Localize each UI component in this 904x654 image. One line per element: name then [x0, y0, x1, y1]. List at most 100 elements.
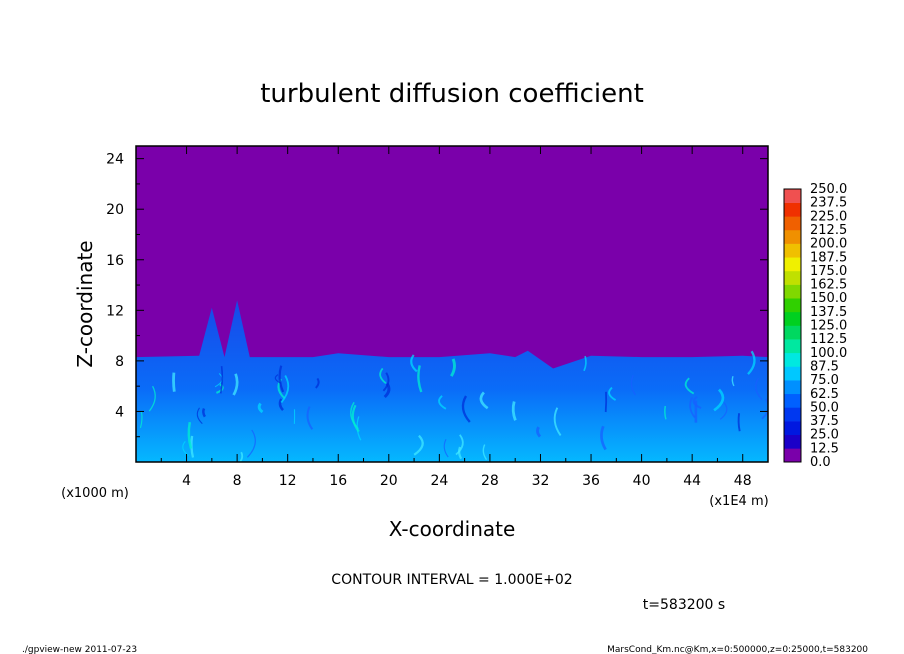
x-tick-label: 16: [329, 473, 347, 489]
colorbar-swatch: [784, 325, 801, 340]
y-tick-label: 20: [106, 202, 124, 218]
colorbar-swatch: [784, 380, 801, 395]
x-tick-label: 20: [380, 473, 398, 489]
turbulent-streak: [246, 429, 256, 458]
turbulent-streak: [438, 395, 447, 410]
x-tick-label: 32: [532, 473, 550, 489]
turbulent-streak: [719, 402, 728, 420]
turbulent-streak: [172, 372, 176, 392]
turbulent-streak: [684, 377, 695, 395]
turbulent-streak: [413, 434, 424, 456]
colorbar-swatch: [784, 366, 801, 381]
turbulent-streaks: [139, 350, 768, 462]
y-axis-unit: (x1000 m): [61, 486, 129, 501]
turbulent-streak: [351, 404, 360, 433]
turbulent-streak: [232, 373, 239, 396]
colorbar-label: 0.0: [810, 455, 831, 470]
colorbar-label: 250.0: [810, 182, 847, 197]
y-tick-label: 4: [115, 404, 124, 420]
turbulent-streak: [713, 388, 725, 412]
colorbar-label: 12.5: [810, 441, 839, 456]
contour-interval: CONTOUR INTERVAL = 1.000E+02: [331, 572, 572, 588]
x-tick-label: 12: [279, 473, 297, 489]
x-tick-label: 4: [182, 473, 191, 489]
turbulent-streak: [511, 401, 517, 421]
colorbar-swatch: [784, 339, 801, 354]
colorbar-swatch: [784, 243, 801, 258]
turbulent-streak: [731, 375, 735, 387]
colorbar-swatch: [784, 284, 801, 299]
y-axis: 4 8 12 16 20 24: [106, 152, 768, 438]
x-axis-unit: (x1E4 m): [709, 494, 768, 509]
colorbar-swatch: [784, 229, 801, 244]
turbulent-streak: [306, 406, 314, 430]
colorbar-swatch: [784, 189, 801, 203]
colorbar-swatch: [784, 257, 801, 272]
footer-left: ./gpview-new 2011-07-23: [22, 645, 137, 654]
y-tick-label: 16: [106, 253, 124, 269]
plot-frame: [135, 145, 769, 463]
turbulent-streak: [761, 398, 768, 420]
colorbar-swatch: [784, 421, 801, 435]
colorbar-label: 212.5: [810, 223, 847, 238]
turbulent-streak: [219, 366, 224, 394]
turbulent-streak: [202, 408, 206, 418]
x-tick-label: 44: [683, 473, 701, 489]
turbulent-streak: [450, 358, 456, 377]
turbulent-streak: [608, 386, 617, 401]
x-tick-label: 24: [430, 473, 448, 489]
colorbar-label: 187.5: [810, 250, 847, 265]
turbulent-streak: [215, 383, 224, 394]
colorbar-label: 87.5: [810, 359, 839, 374]
turbulent-streak: [278, 365, 285, 393]
turbulent-streak: [410, 354, 418, 373]
turbulent-streak: [583, 355, 587, 372]
chart-title: turbulent diffusion coefficient: [260, 79, 644, 109]
turbulent-streak: [479, 391, 489, 410]
colorbar-label: 237.5: [810, 196, 847, 211]
colorbar-swatch: [784, 298, 801, 313]
colorbar-swatch: [784, 216, 801, 231]
colorbar-label: 162.5: [810, 278, 847, 293]
y-tick-label: 8: [115, 354, 124, 370]
colorbar-swatch: [784, 202, 801, 217]
colorbar-swatch: [784, 352, 801, 367]
turbulent-streak: [443, 439, 449, 458]
colorbar-label: 200.0: [810, 237, 847, 252]
turbulent-streak: [747, 350, 756, 375]
x-tick-label: 40: [633, 473, 651, 489]
time-label: t=583200 s: [643, 597, 725, 613]
colorbar-label: 137.5: [810, 305, 847, 320]
colorbar-swatch: [784, 393, 801, 408]
turbulent-streak: [278, 398, 284, 411]
colorbar-frame: [783, 188, 802, 463]
turbulent-streak: [536, 426, 542, 438]
x-tick-label: 8: [233, 473, 242, 489]
footer-right: MarsCond_Km.nc@Km,x=0:500000,z=0:25000,t…: [607, 645, 868, 654]
colorbar-label: 62.5: [810, 387, 839, 402]
turbulent-streak: [482, 444, 488, 461]
y-tick-label: 12: [106, 303, 124, 319]
turbulent-streak: [379, 367, 387, 385]
turbulent-streak: [600, 425, 607, 451]
turbulent-streak: [382, 372, 390, 392]
turbulent-streak: [239, 451, 244, 462]
colorbar-label: 175.0: [810, 264, 847, 279]
colorbar-swatch: [784, 434, 801, 449]
turbulent-streak: [315, 377, 320, 389]
colorbar-label: 37.5: [810, 414, 839, 429]
colorbar-label: 50.0: [810, 400, 839, 415]
colorbar-label: 150.0: [810, 291, 847, 306]
turbulent-streak: [755, 377, 763, 400]
x-tick-label: 28: [481, 473, 499, 489]
colorbar-swatch: [784, 311, 801, 326]
y-tick-label: 24: [106, 152, 124, 168]
turbulent-streak: [553, 407, 562, 436]
turbulent-streak: [692, 395, 702, 410]
plot-area: [136, 146, 768, 462]
x-tick-label: 36: [582, 473, 600, 489]
turbulent-streak: [689, 396, 696, 418]
turbulent-streak: [139, 410, 143, 429]
colorbar-swatch: [784, 270, 801, 285]
